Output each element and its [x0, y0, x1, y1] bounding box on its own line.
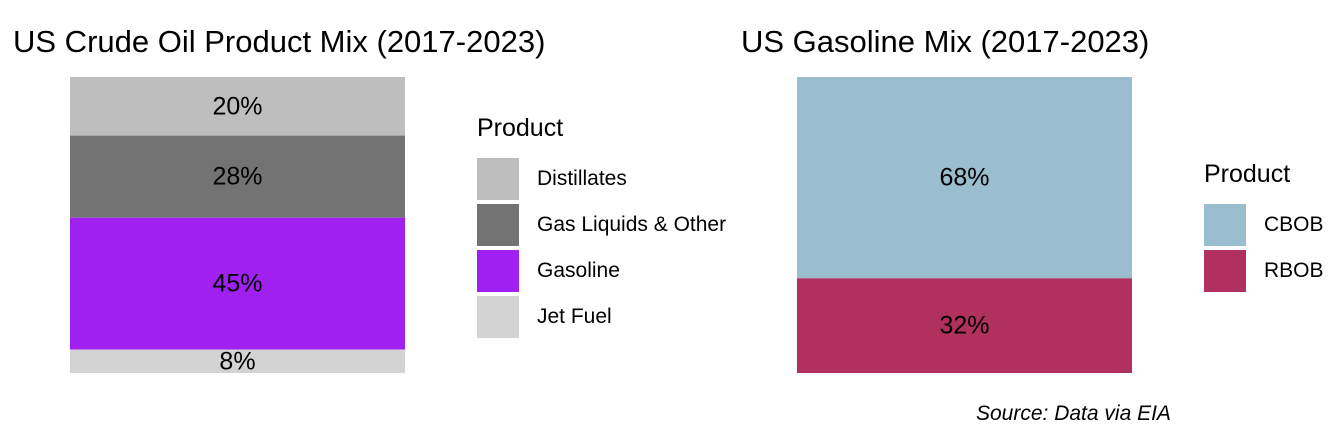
right-legend-label-cbob: CBOB [1264, 213, 1324, 236]
right-legend-title: Product [1204, 160, 1291, 188]
left-bar-segment-distillates [70, 77, 405, 136]
right-legend-swatch-cbob [1204, 204, 1246, 246]
left-legend-item-jet-fuel: Jet Fuel [477, 294, 726, 340]
left-legend-swatch-gasoline [477, 250, 519, 292]
right-data-label-cbob: 68% [939, 164, 989, 192]
left-legend-items: Distillates Gas Liquids & Other Gasoline Je… [477, 156, 726, 340]
left-legend-swatch-distillates [477, 158, 519, 200]
right-bar-segment-cbob [797, 77, 1132, 279]
source-caption: Source: Data via EIA [976, 402, 1171, 425]
left-bar-segment-gas-liquids-other [70, 135, 405, 218]
right-legend-swatch-rbob [1204, 250, 1246, 292]
left-legend-item-gasoline: Gasoline [477, 248, 726, 294]
left-stacked-bar: 20% 28% 45% 8% [70, 77, 405, 375]
left-legend-item-distillates: Distillates [477, 156, 726, 202]
left-chart-title: US Crude Oil Product Mix (2017-2023) [13, 24, 546, 59]
right-legend: Product CBOB RBOB [1204, 160, 1324, 294]
left-legend-item-gas-liquids-other: Gas Liquids & Other [477, 202, 726, 248]
left-legend-label-gasoline: Gasoline [537, 259, 620, 282]
left-legend-label-gas-liquids-other: Gas Liquids & Other [537, 213, 727, 236]
right-legend-items: CBOB RBOB [1204, 202, 1324, 294]
right-legend-label-rbob: RBOB [1264, 259, 1324, 282]
left-legend-swatch-gas-liquids-other [477, 204, 519, 246]
left-legend-title: Product [477, 114, 564, 142]
right-legend-item-rbob: RBOB [1204, 248, 1324, 294]
left-data-label-gasoline: 45% [212, 270, 262, 298]
left-bar-segment-jet-fuel [70, 349, 405, 373]
left-legend-label-jet-fuel: Jet Fuel [537, 305, 612, 328]
left-bar-segment-gasoline [70, 217, 405, 350]
right-legend-item-cbob: CBOB [1204, 202, 1324, 248]
left-data-label-distillates: 20% [212, 92, 262, 120]
left-legend-swatch-jet-fuel [477, 296, 519, 338]
right-data-label-rbob: 32% [939, 312, 989, 340]
right-bar-segment-rbob [797, 278, 1132, 373]
left-data-label-jet-fuel: 8% [219, 347, 255, 375]
right-chart-title: US Gasoline Mix (2017-2023) [741, 24, 1150, 59]
left-legend-label-distillates: Distillates [537, 167, 627, 190]
left-legend: Product Distillates Gas Liquids & Other Ga… [477, 114, 726, 340]
right-stacked-bar: 68% 32% [797, 77, 1132, 373]
left-data-label-gas-liquids-other: 28% [212, 163, 262, 191]
